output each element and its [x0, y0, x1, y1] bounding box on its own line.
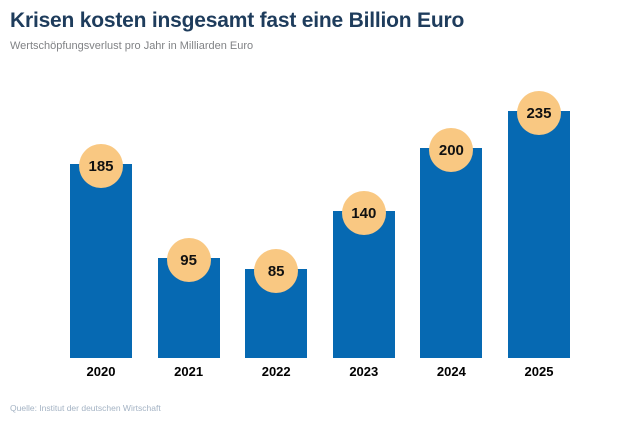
bar-column: 200 2024	[420, 111, 483, 379]
bar-column: 85 2022	[245, 111, 308, 379]
value-badge: 235	[516, 91, 561, 135]
value-label: 140	[351, 204, 377, 222]
x-axis-label: 2023	[349, 364, 379, 379]
bar-column: 95 2021	[157, 111, 220, 379]
value-badge: 140	[341, 191, 386, 235]
value-label: 185	[88, 157, 114, 175]
x-axis-label: 2025	[524, 364, 554, 379]
value-badge: 95	[166, 238, 211, 282]
x-axis-label: 2022	[261, 364, 291, 379]
value-badge: 200	[429, 128, 474, 172]
value-badge: 185	[79, 144, 123, 188]
chart-header: Krisen kosten insgesamt fast eine Billio…	[10, 9, 464, 52]
bar-column: 140 2023	[332, 111, 395, 379]
source-caption: Quelle: Institut der deutschen Wirtschaf…	[10, 403, 161, 413]
bar	[332, 211, 395, 358]
bar	[70, 164, 132, 358]
bar-column: 185 2020	[70, 111, 132, 379]
bar-chart-plot-area: 185 2020 95 2021 85 2022 140 2023 200 2024 235 2025	[70, 91, 570, 379]
chart-title: Krisen kosten insgesamt fast eine Billio…	[10, 9, 465, 32]
bar	[420, 148, 483, 358]
bar	[507, 111, 570, 358]
value-label: 200	[438, 141, 464, 159]
x-axis-label: 2020	[86, 364, 116, 379]
value-badge: 85	[254, 249, 299, 293]
value-label: 85	[267, 262, 285, 280]
value-label: 235	[526, 104, 552, 122]
chart-subtitle: Wertschöpfungsverlust pro Jahr in Millia…	[10, 40, 254, 52]
bar-column: 235 2025	[507, 91, 570, 379]
value-label: 95	[180, 251, 197, 269]
x-axis-label: 2021	[174, 364, 204, 379]
x-axis-label: 2024	[436, 364, 466, 379]
